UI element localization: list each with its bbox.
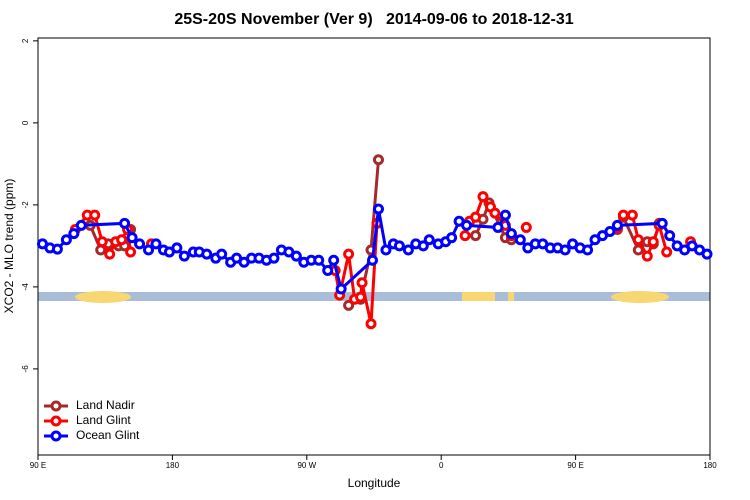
legend-label: Land Nadir: [76, 398, 135, 412]
map-strip: [38, 291, 710, 303]
y-tick-label: 2: [21, 38, 30, 43]
point: [343, 299, 355, 311]
y-axis-label: XCO2 - MLO trend (ppm): [2, 179, 16, 314]
point: [104, 248, 116, 260]
point: [461, 219, 473, 231]
point: [647, 236, 659, 248]
point: [126, 232, 138, 244]
point: [125, 246, 137, 258]
point: [95, 244, 107, 256]
x-tick-label: 90 E: [30, 461, 46, 470]
point: [372, 154, 384, 166]
x-tick-label: 180: [703, 461, 717, 470]
legend-marker: [50, 400, 62, 412]
y-tick-label: 0: [21, 120, 30, 125]
point: [380, 244, 392, 256]
point: [559, 244, 571, 256]
legend-marker: [50, 430, 62, 442]
point: [89, 209, 101, 221]
point: [134, 238, 146, 250]
point: [119, 217, 131, 229]
point: [626, 209, 638, 221]
x-tick-label: 90 E: [567, 461, 583, 470]
land-strip: [462, 292, 495, 301]
point: [171, 242, 183, 254]
point: [367, 254, 379, 266]
point: [520, 221, 532, 233]
point: [459, 230, 471, 242]
point: [116, 234, 128, 246]
point: [604, 226, 616, 238]
chart-title: 25S-20S November (Ver 9) 2014-09-06 to 2…: [174, 11, 573, 28]
y-tick-label: -6: [21, 365, 30, 373]
point: [423, 234, 435, 246]
point: [499, 209, 511, 221]
point: [96, 236, 108, 248]
point: [582, 244, 594, 256]
point: [489, 207, 501, 219]
point: [470, 211, 482, 223]
legend-label: Land Glint: [76, 413, 131, 427]
y-tick-label: -2: [21, 201, 30, 209]
ocean-strip: [38, 292, 710, 301]
point: [216, 248, 228, 260]
point: [313, 254, 325, 266]
series: [36, 203, 713, 295]
point: [664, 230, 676, 242]
point: [393, 240, 405, 252]
point: [343, 248, 355, 260]
point: [365, 318, 377, 330]
point: [290, 250, 302, 262]
point: [335, 283, 347, 295]
point: [355, 291, 367, 303]
land-strip: [611, 291, 669, 303]
x-tick-label: 90 W: [297, 461, 316, 470]
x-tick-label: 0: [439, 461, 444, 470]
point: [514, 234, 526, 246]
point: [60, 234, 72, 246]
point: [656, 217, 668, 229]
point: [356, 277, 368, 289]
land-strip: [508, 292, 514, 301]
x-tick-label: 180: [166, 461, 180, 470]
series-line: [75, 197, 690, 324]
legend-label: Ocean Glint: [76, 428, 140, 442]
point: [402, 244, 414, 256]
point: [178, 250, 190, 262]
point: [661, 246, 673, 258]
point: [143, 244, 155, 256]
point: [470, 230, 482, 242]
point: [701, 248, 713, 260]
point: [51, 243, 63, 255]
point: [492, 221, 504, 233]
point: [632, 234, 644, 246]
point: [328, 254, 340, 266]
point: [268, 252, 280, 264]
point: [617, 209, 629, 221]
point: [632, 244, 644, 256]
point: [68, 228, 80, 240]
series: [71, 193, 694, 328]
point: [505, 228, 517, 240]
point: [417, 240, 429, 252]
point: [322, 264, 334, 276]
point: [201, 248, 213, 260]
x-axis-label: Longitude: [348, 476, 401, 490]
point: [150, 238, 162, 250]
y-tick-label: -4: [21, 283, 30, 291]
point: [641, 250, 653, 262]
point: [611, 219, 623, 231]
point: [75, 219, 87, 231]
legend-marker: [50, 415, 62, 427]
point: [446, 232, 458, 244]
land-strip: [75, 291, 131, 303]
point: [477, 191, 489, 203]
point: [372, 203, 384, 215]
